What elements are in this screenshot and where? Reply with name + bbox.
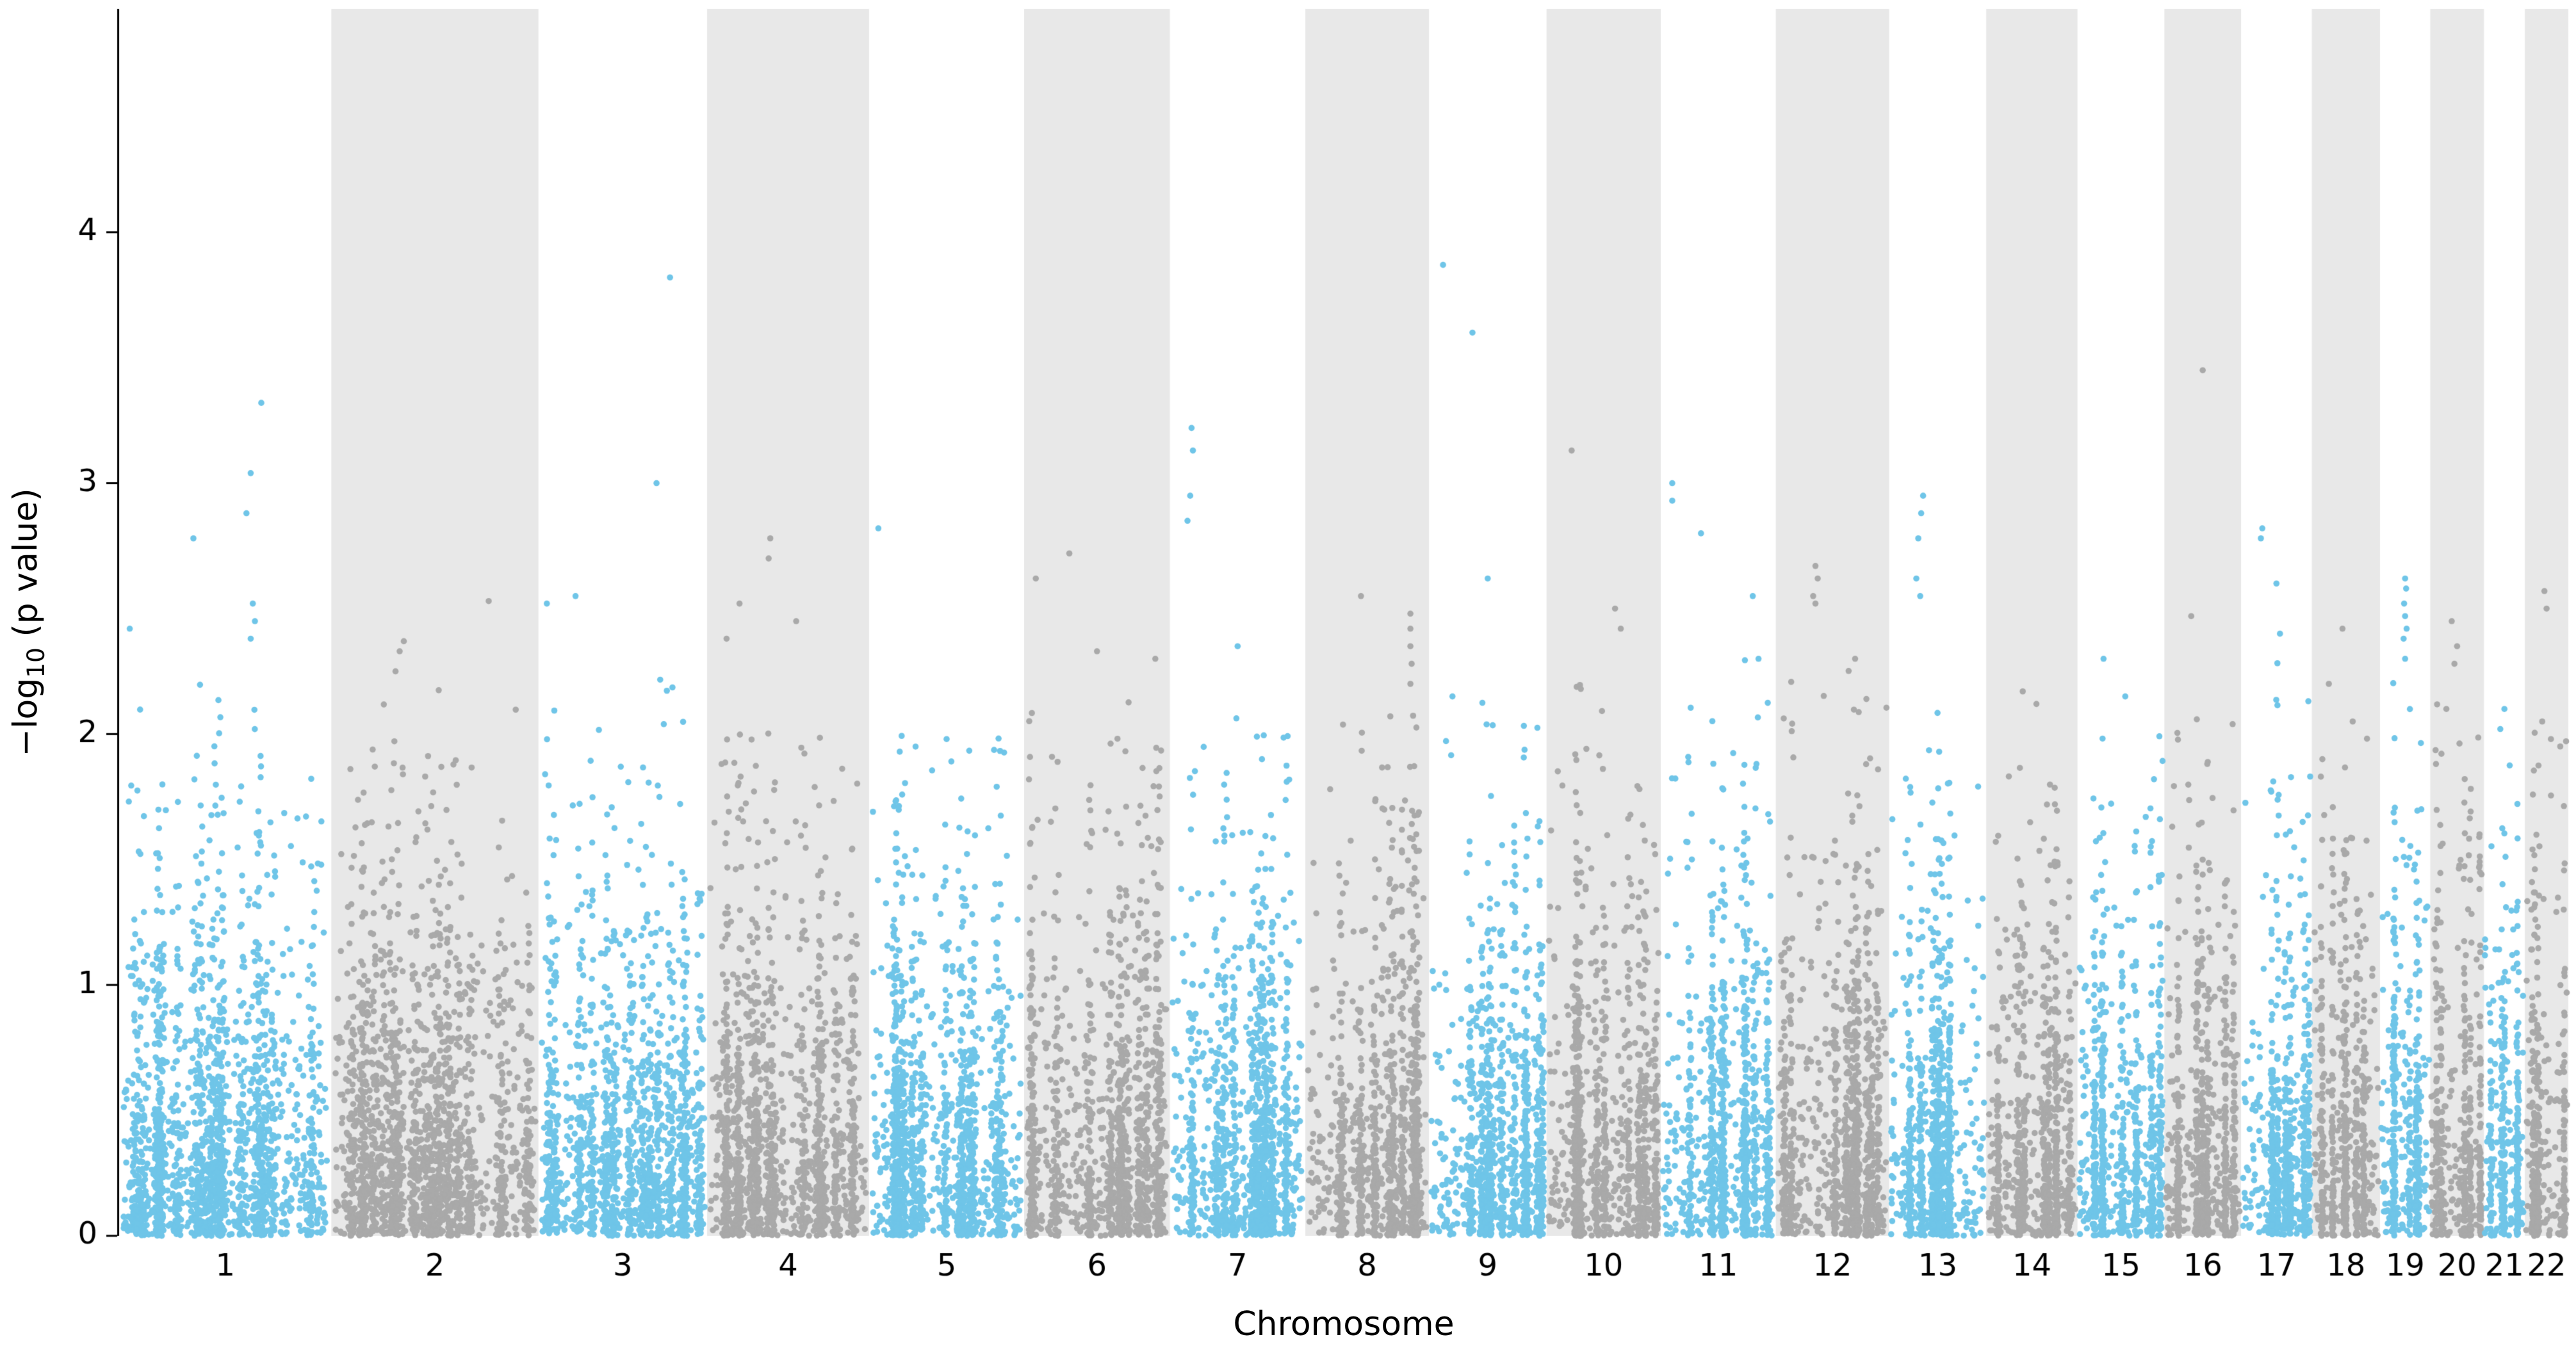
y-axis-label-sub: 10 [21, 647, 50, 678]
x-axis-label: Chromosome [1233, 1305, 1455, 1343]
y-axis-label: −log10 (p value) [6, 488, 49, 756]
y-axis-label-post: (p value) [6, 488, 45, 648]
y-axis-label-pre: −log [6, 677, 45, 757]
